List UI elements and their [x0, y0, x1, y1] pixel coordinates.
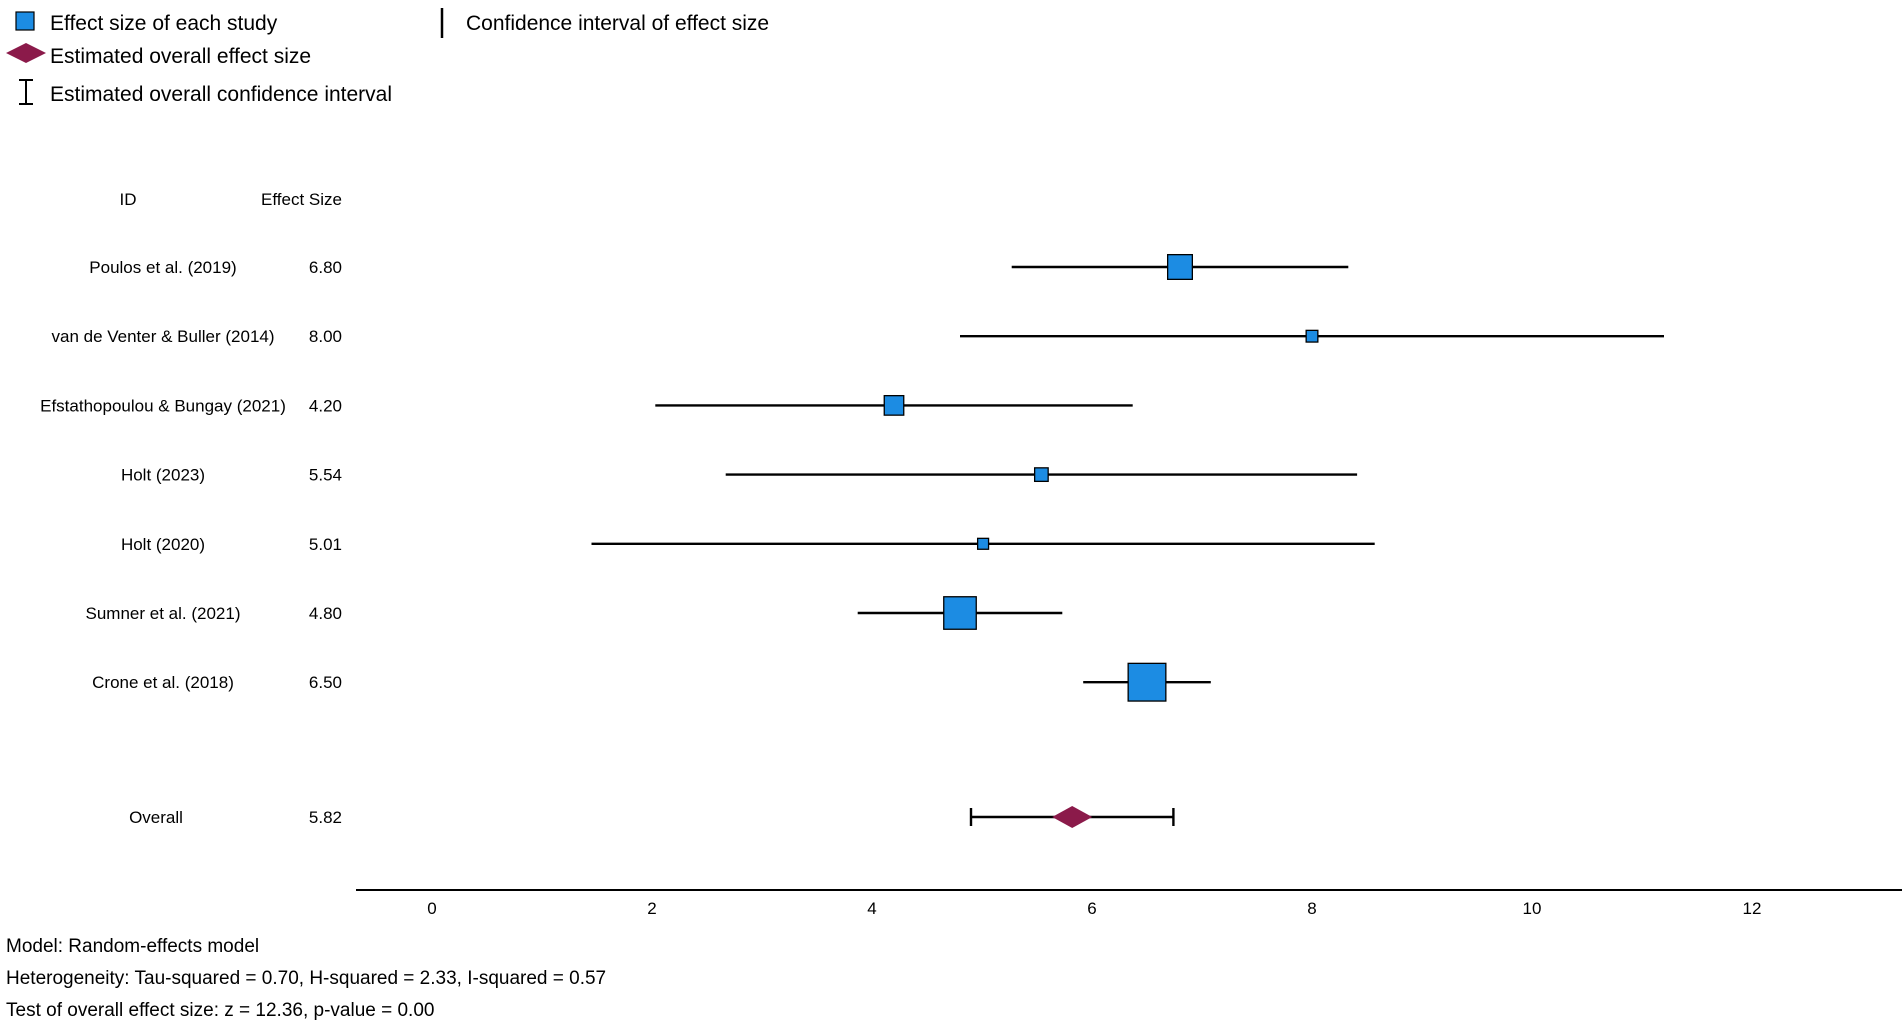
study-effect-marker	[943, 596, 977, 630]
study-effect-marker	[1127, 662, 1167, 702]
study-effect-marker	[1167, 253, 1194, 280]
overall-id-label: Overall	[129, 808, 183, 827]
study-effect-marker	[1033, 467, 1049, 483]
study-effect-label: 5.54	[309, 466, 342, 485]
overall-effect-label: 5.82	[309, 808, 342, 827]
overall-effect-diamond	[1052, 806, 1093, 828]
legend-overall-effect-icon	[6, 43, 46, 63]
legend-overall-effect-label: Estimated overall effect size	[50, 45, 311, 68]
study-effect-label: 5.01	[309, 535, 342, 554]
study-row: Efstathopoulou & Bungay (2021) 4.20	[40, 394, 1133, 416]
x-tick-label: 6	[1087, 899, 1096, 918]
footer-test: Test of overall effect size: z = 12.36, …	[6, 1000, 434, 1020]
study-effect-marker	[883, 394, 905, 416]
study-id-label: Holt (2020)	[121, 535, 205, 554]
study-effect-label: 8.00	[309, 327, 342, 346]
study-id-label: Efstathopoulou & Bungay (2021)	[40, 396, 286, 415]
study-id-label: Poulos et al. (2019)	[89, 258, 236, 277]
study-effect-label: 4.20	[309, 396, 342, 415]
study-row: Holt (2020) 5.01	[121, 535, 1375, 554]
legend-overall-ci-icon	[19, 79, 33, 105]
study-row: Poulos et al. (2019) 6.80	[89, 253, 1349, 280]
study-effect-marker	[976, 537, 990, 550]
study-row: Crone et al. (2018) 6.50	[92, 662, 1211, 702]
study-id-label: Holt (2023)	[121, 466, 205, 485]
x-tick-label: 12	[1743, 899, 1762, 918]
x-tick-label: 2	[647, 899, 656, 918]
study-id-label: Sumner et al. (2021)	[86, 604, 241, 623]
legend-study-effect-label: Effect size of each study	[50, 12, 278, 35]
study-effect-marker	[1305, 329, 1319, 343]
legend-study-effect-icon	[15, 11, 35, 31]
study-effect-label: 6.80	[309, 258, 342, 277]
legend: Effect size of each study Confidence int…	[6, 8, 769, 106]
header-id: ID	[120, 190, 137, 209]
overall-row: Overall 5.82	[129, 806, 1175, 828]
study-row: Sumner et al. (2021) 4.80	[86, 596, 1063, 630]
study-effect-label: 6.50	[309, 673, 342, 692]
x-tick-label: 10	[1523, 899, 1542, 918]
x-tick-label: 8	[1307, 899, 1316, 918]
study-row: Holt (2023) 5.54	[121, 466, 1358, 485]
x-tick-label: 4	[867, 899, 876, 918]
footer-heterogeneity: Heterogeneity: Tau-squared = 0.70, H-squ…	[6, 968, 606, 989]
legend-overall-ci-label: Estimated overall confidence interval	[50, 83, 392, 106]
study-id-label: van de Venter & Buller (2014)	[51, 327, 274, 346]
study-row: van de Venter & Buller (2014) 8.00	[51, 327, 1664, 346]
legend-study-ci-label: Confidence interval of effect size	[466, 12, 769, 35]
header-effect-size: Effect Size	[261, 190, 342, 209]
footer-model: Model: Random-effects model	[6, 936, 259, 957]
study-id-label: Crone et al. (2018)	[92, 673, 234, 692]
x-axis: 0 2 4 6 8 10 12	[356, 889, 1902, 918]
study-rows: Poulos et al. (2019) 6.80 van de Venter & …	[40, 253, 1664, 702]
study-effect-label: 4.80	[309, 604, 342, 623]
x-tick-label: 0	[427, 899, 436, 918]
